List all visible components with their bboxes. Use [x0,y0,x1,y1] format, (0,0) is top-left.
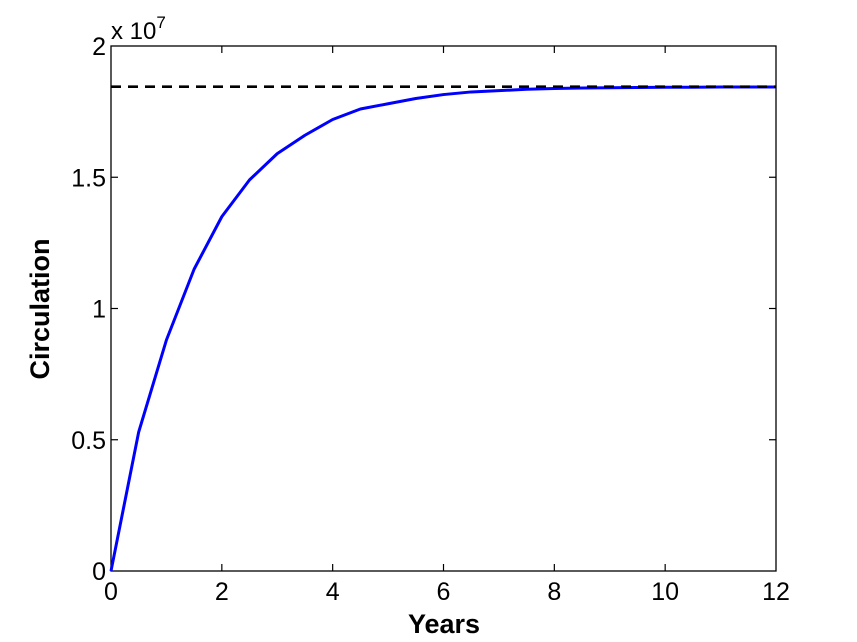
plot-area [110,45,777,572]
x-tick-label: 6 [437,578,451,606]
x-axis-title: Years [408,609,480,639]
y-axis-title: Circulation [25,238,55,379]
x-tick-label: 2 [215,578,229,606]
y-exponent-label: x 107 [111,13,166,45]
y-tick-label: 2 [92,33,106,61]
y-tick-label: 0.5 [71,427,106,455]
y-tick-label: 0 [92,558,106,586]
tick-labels: 0 2 4 6 8 10 12 0 0.5 1 1.5 2 [71,33,790,606]
x-tick-label: 4 [326,578,340,606]
axis-ticks [111,46,776,571]
y-tick-label: 1 [92,296,106,324]
series-layer [109,85,776,572]
x-tick-label: 12 [762,578,790,606]
x-tick-label: 8 [547,578,561,606]
y-tick-label: 1.5 [71,164,106,192]
circulation-series-line [109,85,776,572]
x-tick-label: 0 [104,578,118,606]
x-tick-label: 10 [651,578,679,606]
